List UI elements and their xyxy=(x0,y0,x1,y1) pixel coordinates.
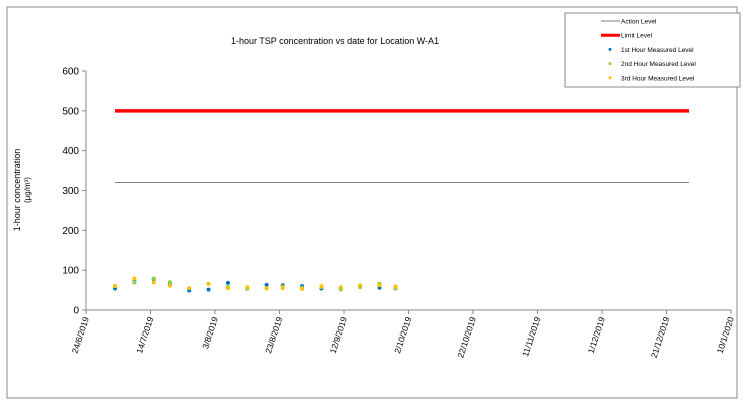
data-point-series-2 xyxy=(151,276,156,281)
data-point-series-3 xyxy=(245,285,250,290)
legend-label: 2nd Hour Measured Level xyxy=(621,61,696,68)
data-point-series-3 xyxy=(225,286,230,291)
data-point-series-3 xyxy=(206,281,211,286)
data-point-series-1 xyxy=(264,282,269,287)
y-tick-label: 500 xyxy=(62,106,79,117)
data-point-series-3 xyxy=(113,284,118,289)
data-point-series-3 xyxy=(393,284,398,289)
legend-label: Action Level xyxy=(621,19,657,26)
data-point-series-1 xyxy=(206,287,211,292)
y-axis-label-line2: (µg/m³) xyxy=(23,177,32,203)
y-tick-label: 200 xyxy=(62,226,79,237)
data-point-series-3 xyxy=(338,285,343,290)
y-tick-label: 300 xyxy=(62,186,79,197)
y-tick-label: 400 xyxy=(62,146,79,157)
y-tick-label: 0 xyxy=(73,306,79,317)
data-point-series-1 xyxy=(225,280,230,285)
legend-swatch-point xyxy=(608,62,612,66)
chart-title: 1-hour TSP concentration vs date for Loc… xyxy=(231,36,439,46)
data-point-series-3 xyxy=(167,283,172,288)
legend-swatch-point xyxy=(608,76,612,80)
data-point-series-3 xyxy=(151,280,156,285)
data-point-series-3 xyxy=(319,284,324,289)
data-point-series-3 xyxy=(358,283,363,288)
y-axis-label: 1-hour concentration (µg/m³) xyxy=(12,149,32,232)
y-tick-label: 100 xyxy=(62,266,79,277)
legend: Action Level Limit Level 1st Hour Measured… xyxy=(564,12,741,88)
data-point-series-3 xyxy=(264,286,269,291)
data-point-series-3 xyxy=(187,286,192,291)
legend-label: 1st Hour Measured Level xyxy=(621,47,694,54)
data-point-series-3 xyxy=(377,283,382,288)
legend-swatch-point xyxy=(608,47,612,51)
data-point-series-3 xyxy=(300,286,305,291)
y-tick-label: 600 xyxy=(62,67,79,78)
legend-label: Limit Level xyxy=(621,33,653,40)
data-point-series-2 xyxy=(167,280,172,285)
legend-label: 3rd Hour Measured Level xyxy=(621,75,695,82)
data-point-series-3 xyxy=(280,286,285,291)
data-point-series-3 xyxy=(132,276,137,281)
y-axis-label-line1: 1-hour concentration xyxy=(12,149,22,232)
legend-box xyxy=(564,12,741,88)
data-point-series-2 xyxy=(132,280,137,285)
